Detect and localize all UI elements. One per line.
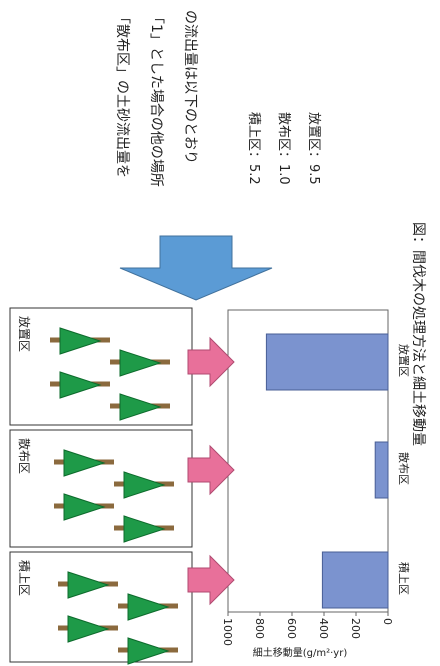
tree [119, 349, 162, 377]
down-arrow [119, 235, 273, 301]
bar [374, 441, 389, 499]
tree [63, 449, 106, 477]
bar [321, 551, 389, 609]
caption-line: 「散布区」の土砂流出量を [114, 10, 130, 178]
panel-label: 放置区 [17, 316, 32, 352]
y-tick-label: 0 [381, 618, 394, 625]
tree [123, 471, 166, 499]
y-tick-label: 600 [285, 618, 298, 639]
y-tick-label: 200 [349, 618, 362, 639]
bar [265, 333, 389, 391]
tree [59, 371, 102, 399]
ratio: 散布区：1.0 [276, 112, 291, 185]
tree [59, 327, 102, 355]
panel-label: 散布区 [17, 438, 32, 474]
y-tick-label: 1000 [221, 618, 234, 646]
y-tick-label: 800 [253, 618, 266, 639]
tree [67, 571, 110, 599]
pink-arrow [187, 444, 235, 496]
ratio: 放置区：9.5 [306, 112, 321, 185]
axis-label: 細土移動量(g/m²·yr) [253, 646, 348, 659]
tree [119, 393, 162, 421]
caption-line: 「1」とした場合の他の場所 [148, 10, 164, 187]
tree [67, 615, 110, 643]
caption-line: の流出量は以下のとおり [182, 10, 198, 164]
x-tick-label: 散布区 [397, 452, 411, 485]
pink-arrow [187, 336, 235, 388]
tree [127, 637, 170, 665]
ratio: 積上区：5.2 [246, 112, 261, 185]
tree [63, 493, 106, 521]
panel-label: 積上区 [17, 560, 32, 596]
x-tick-label: 放置区 [397, 344, 411, 377]
tree [123, 515, 166, 543]
x-tick-label: 積上区 [397, 562, 411, 595]
tree [127, 593, 170, 621]
pink-arrow [187, 554, 235, 606]
y-tick-label: 400 [317, 618, 330, 639]
figure-caption: 図：間伐木の処理方法と細土移動量 [410, 222, 426, 446]
